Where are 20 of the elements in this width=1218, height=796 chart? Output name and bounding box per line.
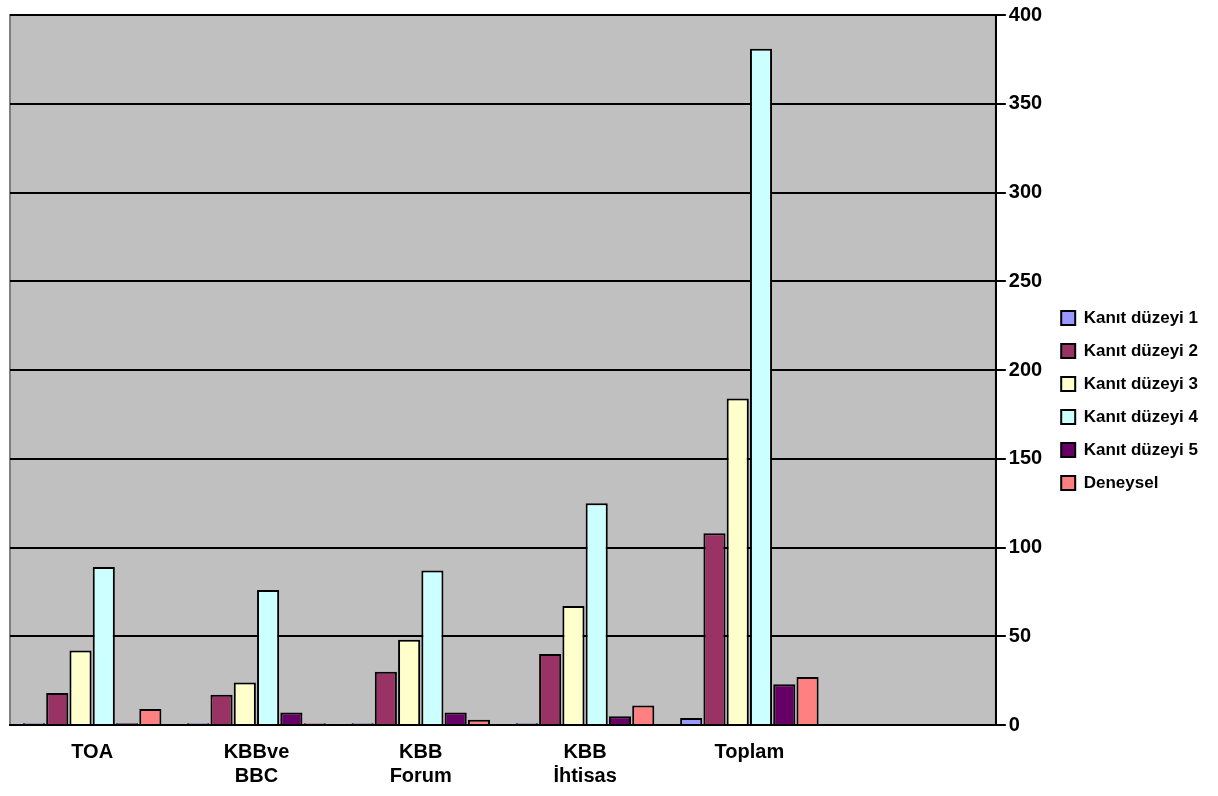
legend-label: Kanıt düzeyi 3 — [1083, 373, 1199, 393]
x-tick-label: TOA — [71, 739, 114, 762]
y-tick-label: 100 — [1008, 535, 1043, 558]
y-tick-label: 350 — [1008, 91, 1043, 114]
legend-label: Kanıt düzeyi 1 — [1083, 307, 1199, 327]
y-tick-label: 250 — [1008, 268, 1043, 291]
legend-label: Kanıt düzeyi 2 — [1083, 340, 1199, 360]
legend-label: Kanıt düzeyi 5 — [1083, 439, 1199, 459]
x-tick-label: KBBve BBC — [223, 739, 290, 786]
y-tick-label: 50 — [1008, 623, 1032, 646]
y-tick-label: 400 — [1008, 2, 1043, 25]
y-tick-label: 200 — [1008, 357, 1043, 380]
y-tick-label: 0 — [1008, 712, 1020, 735]
x-tick-label: KBB İhtisas — [553, 739, 617, 786]
y-tick-label: 300 — [1008, 180, 1043, 203]
x-tick-label: KBB Forum — [389, 739, 452, 786]
y-tick-label: 150 — [1008, 446, 1043, 469]
legend-label: Kanıt düzeyi 4 — [1083, 406, 1199, 426]
legend-label: Deneysel — [1083, 472, 1159, 492]
x-tick-label: Toplam — [714, 739, 785, 762]
